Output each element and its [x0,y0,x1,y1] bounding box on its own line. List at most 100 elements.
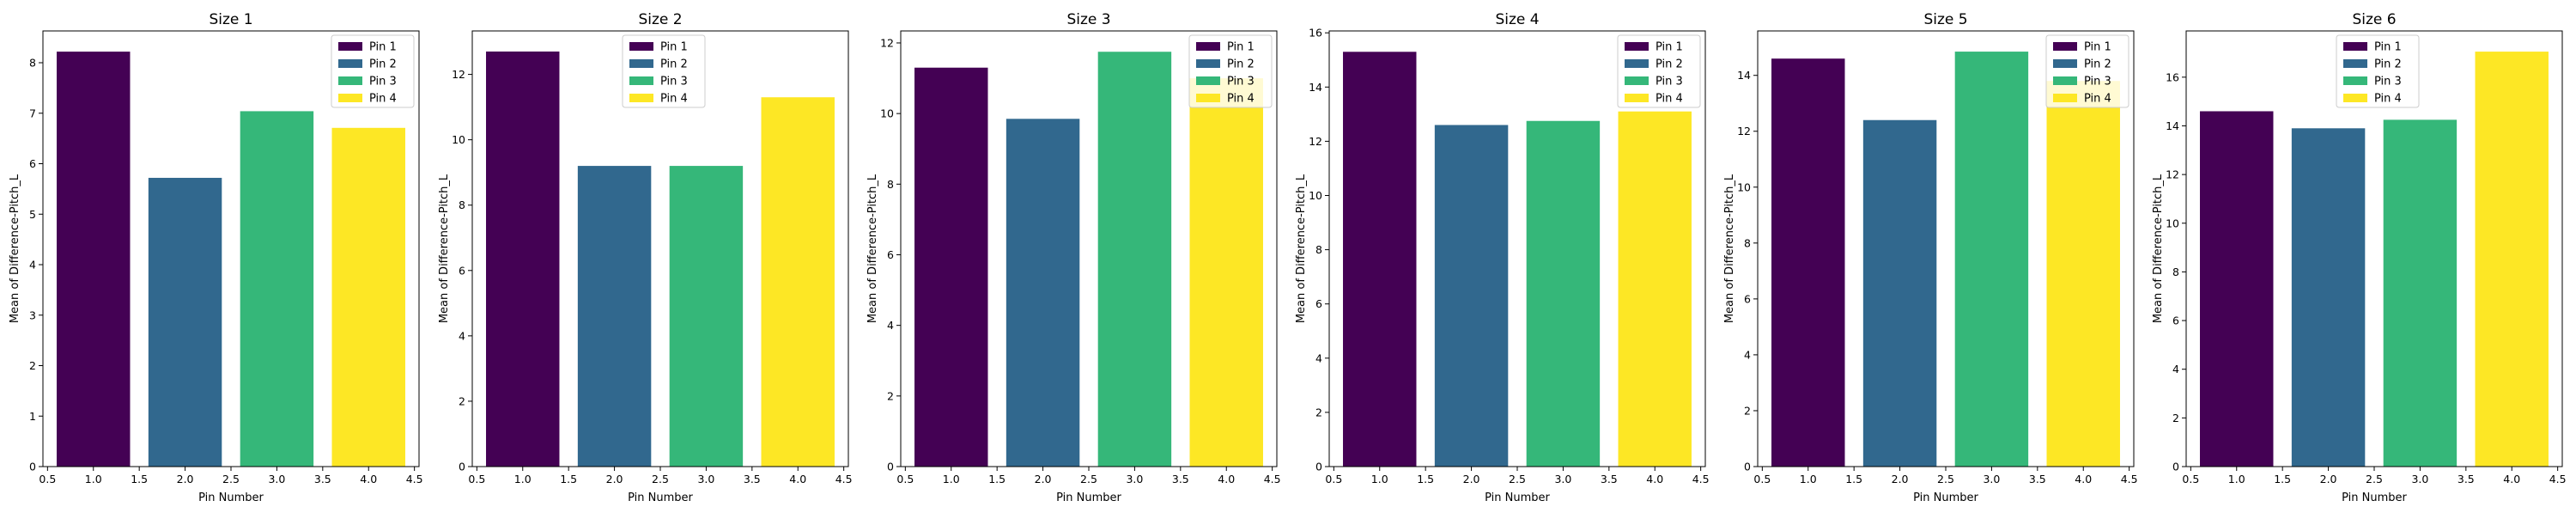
x-tick-label: 3.0 [268,473,285,485]
legend-box [2336,34,2420,108]
chart-title: Size 6 [2352,11,2396,28]
x-tick-label: 3.5 [1601,473,1618,485]
x-axis-label: Pin Number [1913,492,1978,504]
legend-label-pin-2: Pin 2 [660,58,688,71]
bar-pin-1 [914,67,988,467]
legend-swatch-pin-3 [1625,76,1649,85]
x-tick-label: 3.5 [744,473,761,485]
x-tick-label: 4.5 [835,473,853,485]
y-tick-label: 6 [29,157,36,170]
y-tick-label: 12 [1309,135,1322,148]
legend-label-pin-2: Pin 2 [2374,58,2402,71]
x-tick-label: 4.0 [2075,473,2092,485]
y-tick-label: 4 [887,319,894,332]
y-tick-label: 2 [2172,412,2179,424]
x-tick-label: 0.5 [2182,473,2199,485]
bar-pin-3 [669,166,744,467]
bar-pin-2 [577,166,652,467]
y-tick-label: 6 [1744,292,1751,305]
bar-pin-2 [2291,128,2366,467]
bar-pin-4 [331,127,405,467]
y-axis-label: Mean of Difference-Pitch_L [1295,174,1308,323]
x-tick-label: 4.0 [789,473,806,485]
x-tick-label: 3.5 [2458,473,2475,485]
x-tick-label: 1.5 [560,473,577,485]
x-tick-label: 3.5 [2029,473,2046,485]
x-tick-label: 1.0 [85,473,102,485]
x-tick-label: 3.0 [697,473,714,485]
x-tick-label: 0.5 [896,473,914,485]
y-tick-label: 8 [887,178,894,191]
legend-swatch-pin-2 [338,59,362,68]
y-tick-label: 0 [887,461,894,473]
x-tick-label: 3.0 [1554,473,1571,485]
y-tick-label: 6 [887,248,894,261]
y-tick-label: 12 [1737,125,1751,137]
y-tick-label: 14 [1309,81,1322,94]
y-tick-label: 8 [1315,243,1322,256]
subplot-4: 0.5 1.0 1.5 2.0 2.5 3.0 3.5 4.0 4.5 0 2 4 6 8 10 12 14 16… [1295,11,1710,504]
bar-pin-3 [2383,119,2458,467]
bar-pin-3 [1526,120,1601,467]
y-tick-label: 4 [29,259,36,272]
legend-label-pin-3: Pin 3 [660,76,688,89]
x-tick-label: 1.0 [2228,473,2245,485]
y-tick-label: 4 [1744,348,1751,361]
x-tick-label: 4.5 [2549,473,2567,485]
subplot-1: 0.5 1.0 1.5 2.0 2.5 3.0 3.5 4.0 4.5 0 1 2 3 4 5 6 7 8 Size… [9,11,423,504]
legend-label-pin-1: Pin 1 [660,41,688,54]
y-tick-label: 1 [29,410,36,423]
legend-label-pin-2: Pin 2 [1656,58,1683,71]
bar-pin-4 [1189,78,1263,467]
x-tick-label: 4.5 [1692,473,1710,485]
legend: Pin 1 Pin 2 Pin 3 Pin 4 [2336,34,2420,108]
legend: Pin 1 Pin 2 Pin 3 Pin 4 [331,34,415,108]
legend-swatch-pin-2 [2053,59,2077,68]
x-tick-label: 2.0 [1035,473,1052,485]
bar-pin-1 [1343,52,1417,467]
x-tick-label: 1.5 [1845,473,1862,485]
legend-swatch-pin-4 [1625,94,1649,102]
y-tick-label: 14 [2166,119,2179,132]
legend-label-pin-4: Pin 4 [369,93,397,106]
legend: Pin 1 Pin 2 Pin 3 Pin 4 [622,34,706,108]
subplot-3: 0.5 1.0 1.5 2.0 2.5 3.0 3.5 4.0 4.5 0 2 4 6 8 10 12 Size… [866,11,1281,504]
legend-swatch-pin-3 [629,76,653,85]
y-tick-label: 0 [1744,461,1751,473]
y-tick-label: 4 [459,329,465,342]
y-tick-label: 14 [1737,69,1751,82]
x-axis-label: Pin Number [1485,492,1550,504]
x-axis-label: Pin Number [2342,492,2407,504]
bar-pin-1 [2200,111,2274,467]
legend-label-pin-2: Pin 2 [1227,58,1255,71]
x-tick-label: 2.5 [652,473,669,485]
legend-swatch-pin-1 [1625,42,1649,51]
y-axis-label: Mean of Difference-Pitch_L [438,174,451,323]
x-tick-label: 4.0 [2503,473,2520,485]
legend-swatch-pin-3 [1196,76,1220,85]
x-tick-label: 1.0 [1800,473,1817,485]
bar-pin-4 [1618,111,1692,467]
y-tick-label: 16 [1309,27,1322,40]
legend: Pin 1 Pin 2 Pin 3 Pin 4 [1617,34,1701,108]
y-tick-label: 0 [29,461,36,473]
legend-box [2045,34,2129,108]
y-tick-label: 3 [29,308,36,321]
x-tick-label: 2.0 [1892,473,1909,485]
bar-pin-3 [240,111,314,467]
x-tick-label: 3.0 [1983,473,2000,485]
legend-label-pin-3: Pin 3 [1227,76,1255,89]
legend-label-pin-2: Pin 2 [369,58,397,71]
x-axis-label: Pin Number [1056,492,1121,504]
legend-swatch-pin-4 [2053,94,2077,102]
x-tick-label: 2.5 [1080,473,1097,485]
y-tick-label: 10 [2166,217,2179,229]
y-tick-label: 8 [29,57,36,70]
subplot-5: 0.5 1.0 1.5 2.0 2.5 3.0 3.5 4.0 4.5 0 2 4 6 8 10 12 14 Si… [1723,11,2138,504]
bar-pin-1 [57,52,131,467]
legend-swatch-pin-1 [1196,42,1220,51]
legend-box [1617,34,1701,108]
bar-pin-4 [2475,52,2549,467]
bar-pin-4 [761,97,835,467]
y-axis-label: Mean of Difference-Pitch_L [1723,174,1736,323]
